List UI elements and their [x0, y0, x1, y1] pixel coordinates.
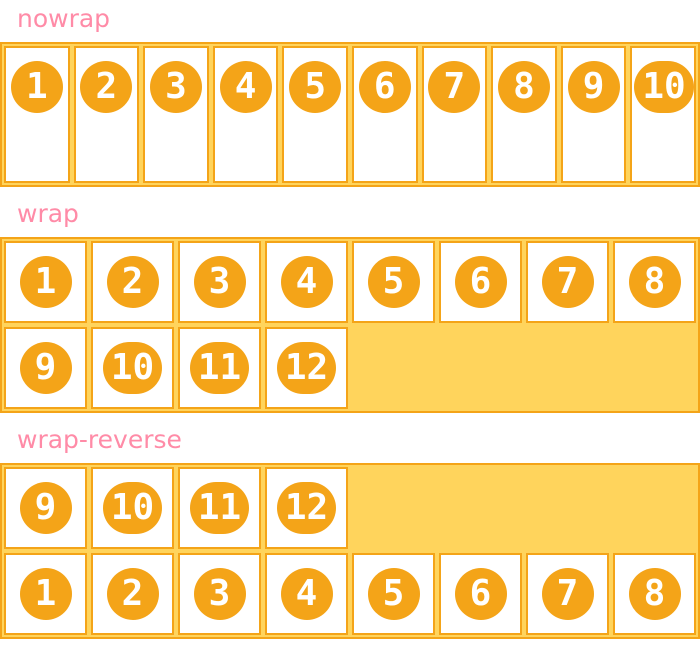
item-number-circle: 10 [102, 342, 163, 394]
item-number-circle: 10 [102, 482, 163, 534]
item-number-circle: 5 [367, 256, 420, 308]
item-number-circle: 2 [80, 61, 133, 113]
item-number-circle: 9 [19, 342, 72, 394]
item-number-circle: 6 [358, 61, 411, 113]
section-wrap: wrap 1 2 3 4 5 6 7 8 9 10 11 12 [0, 201, 700, 413]
flex-item: 3 [143, 46, 209, 183]
flex-item: 7 [526, 241, 609, 323]
item-number-circle: 7 [428, 61, 481, 113]
item-number-circle: 7 [541, 568, 594, 620]
item-number-circle: 4 [280, 568, 333, 620]
flex-item: 3 [178, 241, 261, 323]
item-number-circle: 3 [193, 256, 246, 308]
item-number-circle: 6 [454, 568, 507, 620]
flex-container-nowrap: 1 2 3 4 5 6 7 8 9 10 [0, 42, 700, 187]
item-number-circle: 4 [219, 61, 272, 113]
item-number-circle: 5 [289, 61, 342, 113]
flex-item: 8 [613, 553, 696, 635]
flex-item: 8 [491, 46, 557, 183]
section-label-wrap: wrap [17, 199, 79, 228]
item-number-circle: 9 [567, 61, 620, 113]
flex-item: 1 [4, 553, 87, 635]
item-number-circle: 5 [367, 568, 420, 620]
item-number-circle: 8 [628, 256, 681, 308]
item-number-circle: 1 [19, 256, 72, 308]
item-number-circle: 9 [19, 482, 72, 534]
section-nowrap: nowrap 1 2 3 4 5 6 7 8 9 10 [0, 6, 700, 187]
section-wrap-reverse: wrap-reverse 1 2 3 4 5 6 7 8 9 10 11 12 [0, 427, 700, 639]
item-number-circle: 10 [634, 61, 694, 113]
flex-item: 9 [4, 327, 87, 409]
flex-item: 10 [630, 46, 696, 183]
flex-item: 7 [421, 46, 488, 183]
flex-item: 11 [178, 327, 261, 409]
item-number-circle: 3 [193, 568, 246, 620]
flex-item: 3 [178, 553, 261, 635]
flex-item: 6 [439, 553, 522, 635]
flex-container-wrap: 1 2 3 4 5 6 7 8 9 10 11 12 [0, 237, 700, 413]
item-number-circle: 11 [189, 482, 250, 534]
item-number-circle: 1 [19, 568, 72, 620]
flex-item: 4 [265, 241, 348, 323]
item-number-circle: 8 [497, 61, 550, 113]
flex-item: 7 [526, 553, 609, 635]
flex-item: 8 [613, 241, 696, 323]
flex-item: 4 [265, 553, 348, 635]
item-number-circle: 3 [149, 61, 202, 113]
flex-item: 5 [282, 46, 348, 183]
flex-item: 9 [4, 467, 87, 549]
section-label-nowrap: nowrap [17, 4, 111, 33]
flex-item: 1 [4, 46, 70, 183]
flex-item: 6 [351, 46, 418, 183]
flex-item: 10 [91, 467, 174, 549]
flex-item: 1 [4, 241, 87, 323]
item-number-circle: 11 [189, 342, 250, 394]
flex-item: 11 [178, 467, 261, 549]
flex-item: 10 [91, 327, 174, 409]
flex-item: 6 [439, 241, 522, 323]
flex-container-wrap-reverse: 1 2 3 4 5 6 7 8 9 10 11 12 [0, 463, 700, 639]
item-number-circle: 2 [106, 568, 159, 620]
item-number-circle: 8 [628, 568, 681, 620]
item-number-circle: 7 [541, 256, 594, 308]
item-number-circle: 1 [10, 61, 63, 113]
flex-item: 12 [265, 467, 348, 549]
flex-item: 2 [91, 241, 174, 323]
item-number-circle: 12 [276, 342, 337, 394]
flex-item: 12 [265, 327, 348, 409]
item-number-circle: 4 [280, 256, 333, 308]
flex-item: 5 [352, 553, 435, 635]
item-number-circle: 12 [276, 482, 337, 534]
section-label-wrap-reverse: wrap-reverse [17, 425, 182, 454]
flex-item: 4 [212, 46, 279, 183]
flex-item: 9 [560, 46, 627, 183]
flex-item: 5 [352, 241, 435, 323]
item-number-circle: 6 [454, 256, 507, 308]
flex-item: 2 [91, 553, 174, 635]
flex-item: 2 [73, 46, 140, 183]
item-number-circle: 2 [106, 256, 159, 308]
